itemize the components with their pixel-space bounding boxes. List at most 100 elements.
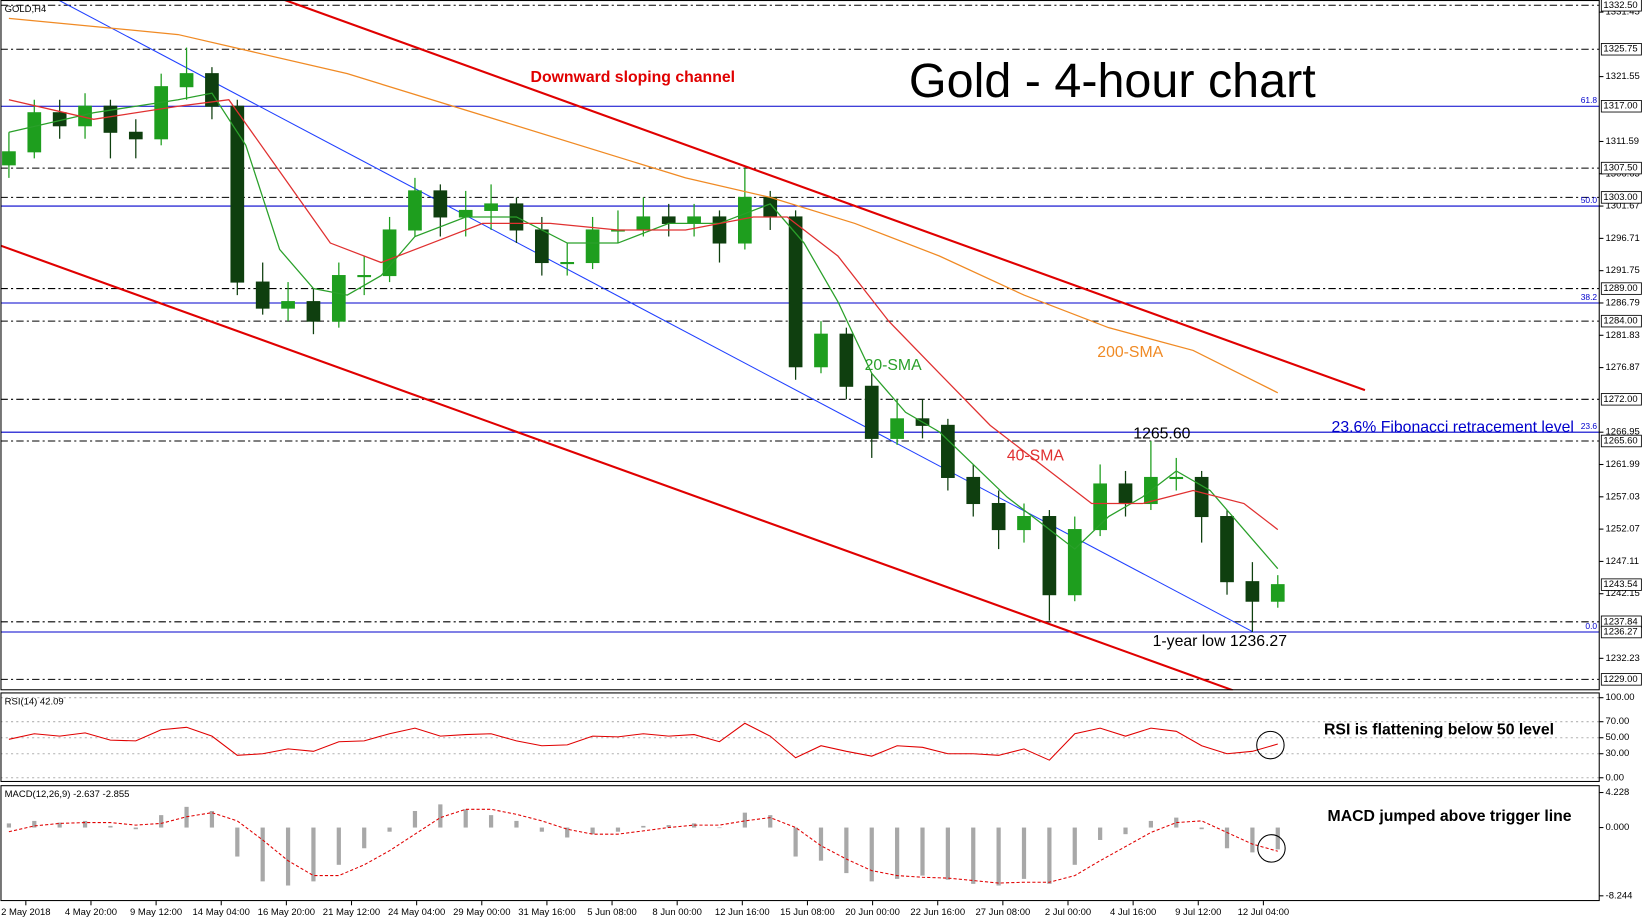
candle-body	[408, 190, 422, 231]
y-tick-label: 1252.07	[1606, 524, 1640, 535]
macd-bar	[1174, 817, 1179, 828]
signal-line	[8, 808, 1278, 884]
macd-bar	[6, 823, 12, 828]
macd-bar	[1250, 827, 1255, 853]
macd-bar	[57, 822, 62, 828]
sma-label: 40-SMA	[1007, 448, 1065, 465]
price-box	[1600, 314, 1642, 328]
macd-bar	[844, 827, 849, 874]
x-tick-label: 14 May 04:00	[193, 907, 250, 918]
annotation: 1265.60	[1133, 425, 1190, 442]
x-tick-label: 4 May 20:00	[65, 907, 117, 918]
macd-bar	[590, 827, 595, 835]
x-tick-label: 4 Jul 16:00	[1110, 907, 1156, 918]
y-tick-label: -8.244	[1606, 890, 1633, 901]
price-box	[1600, 673, 1642, 686]
candle-body	[230, 105, 245, 283]
sma-line	[8, 17, 1279, 394]
candle-body	[687, 216, 701, 224]
macd-bar	[362, 827, 367, 849]
macd-bar	[285, 827, 291, 886]
candle-body	[712, 216, 727, 244]
macd-bar	[133, 827, 138, 830]
x-tick-label: 24 May 04:00	[388, 907, 445, 918]
macd-note: MACD jumped above trigger line	[1328, 808, 1572, 825]
macd-bar	[920, 827, 925, 876]
annotation: 1-year low 1236.27	[1153, 633, 1287, 650]
macd-bar	[32, 820, 37, 828]
y-tick-label: 50.00	[1606, 732, 1630, 743]
x-tick-label: 8 Jun 00:00	[652, 907, 702, 918]
candle-body	[636, 216, 651, 231]
candle-body	[433, 190, 448, 218]
price-level-label: 1243.54	[1603, 579, 1637, 590]
y-tick-label: 1286.79	[1606, 297, 1640, 308]
macd-bar	[514, 820, 519, 828]
candle-body	[890, 418, 904, 439]
y-tick-label: 1331.45	[1606, 7, 1640, 18]
candle-body	[534, 229, 549, 264]
x-tick-label: 9 May 12:00	[130, 907, 182, 918]
candle-body	[1169, 476, 1184, 480]
y-tick-label: 1261.99	[1606, 459, 1640, 470]
macd-bar	[260, 827, 265, 882]
x-tick-label: 16 May 20:00	[258, 907, 315, 918]
candle-body	[255, 281, 270, 309]
y-tick-label: 1247.11	[1606, 556, 1640, 567]
macd-bar	[1199, 827, 1204, 830]
candle-body	[1093, 483, 1107, 531]
price-box	[1600, 0, 1642, 12]
chart-title: Gold - 4-hour chart	[909, 54, 1316, 108]
fib-label: 61.8	[1581, 95, 1598, 105]
price-box	[1600, 393, 1642, 406]
price-level-label: 1325.75	[1603, 44, 1637, 55]
candle-body	[484, 203, 498, 211]
y-tick-label: 0.000	[1606, 822, 1630, 833]
price-box	[1600, 434, 1642, 448]
macd-bar	[336, 827, 341, 865]
y-tick-label: 1291.75	[1606, 265, 1640, 276]
x-tick-label: 20 Jun 00:00	[845, 907, 900, 918]
macd-bar	[82, 820, 88, 828]
x-tick-label: 9 Jul 12:00	[1175, 907, 1221, 918]
price-level-label: 1265.60	[1603, 435, 1637, 446]
x-tick-label: 29 May 00:00	[453, 907, 510, 918]
candle-body	[27, 112, 42, 153]
price-box	[1600, 625, 1642, 639]
candle-body	[382, 229, 397, 277]
price-box	[1600, 43, 1642, 56]
candle-body	[1220, 516, 1234, 583]
candle-body	[991, 502, 1006, 531]
macd-bar	[1047, 827, 1052, 884]
sma-label: 200-SMA	[1097, 344, 1163, 361]
trend-line	[0, 244, 1234, 691]
candle-body	[814, 333, 828, 368]
macd-bar	[463, 809, 468, 828]
panel	[0, 0, 1600, 691]
panel-frame	[0, 692, 1600, 782]
y-tick-label: 1242.15	[1606, 588, 1640, 599]
macd-bar	[666, 825, 671, 828]
rsi-line	[8, 722, 1278, 761]
candle-body	[738, 196, 752, 244]
highlight-circle	[1256, 730, 1285, 760]
macd-bar	[1275, 827, 1280, 850]
macd-bar	[108, 825, 113, 828]
y-tick-label: 1301.67	[1606, 201, 1640, 212]
macd-bar	[387, 827, 392, 832]
macd-bar	[1224, 827, 1230, 849]
panel	[6, 804, 1280, 886]
candle-body	[1118, 483, 1133, 505]
annotation: 23.6% Fibonacci retracement level	[1332, 419, 1574, 436]
candle-body	[1042, 516, 1057, 596]
x-tick-label: 12 Jun 16:00	[715, 907, 770, 918]
candle-body	[1270, 584, 1285, 602]
price-level-label: 1236.27	[1603, 627, 1637, 638]
annotation: Downward sloping channel	[531, 69, 735, 86]
candle-body	[154, 86, 169, 140]
price-box	[1600, 161, 1642, 175]
x-tick-label: 12 Jul 04:00	[1238, 907, 1290, 918]
macd-bar	[615, 827, 621, 832]
x-tick-label: 15 Jun 08:00	[780, 907, 835, 918]
